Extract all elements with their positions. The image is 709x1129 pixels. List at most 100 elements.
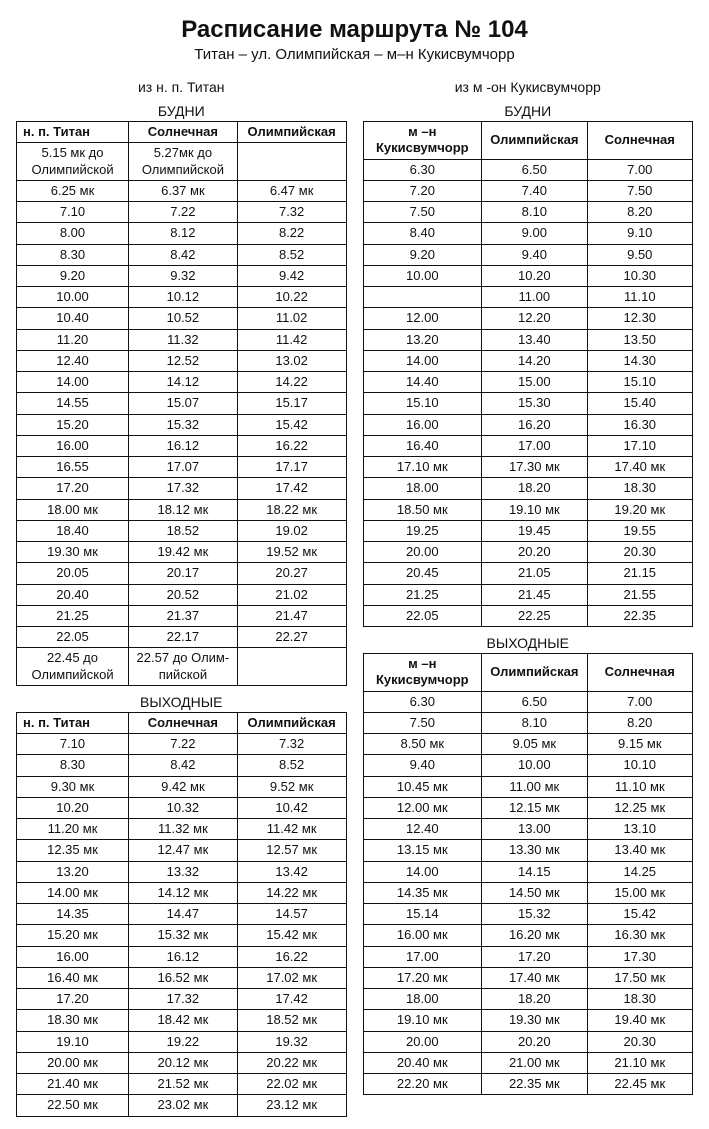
cell: 14.35: [17, 904, 129, 925]
cell: 14.22: [237, 372, 346, 393]
cell: 10.00: [482, 755, 587, 776]
cell: 17.32: [129, 989, 238, 1010]
cell: 15.32: [129, 414, 238, 435]
cell: 16.22: [237, 435, 346, 456]
cell: 13.32: [129, 861, 238, 882]
table-row: 18.0018.2018.30: [363, 989, 693, 1010]
cell: 16.55: [17, 457, 129, 478]
cell: 21.25: [363, 584, 482, 605]
table-row: 22.45 до Олимпийской22.57 до Олим-пийско…: [17, 648, 347, 686]
cell: 14.55: [17, 393, 129, 414]
cell: 22.45 до Олимпийской: [17, 648, 129, 686]
table-row: 16.0016.2016.30: [363, 414, 693, 435]
cell: 11.20 мк: [17, 819, 129, 840]
table-row: 10.0010.2010.30: [363, 265, 693, 286]
cell: 17.10: [587, 435, 692, 456]
cell: 11.42 мк: [237, 819, 346, 840]
table-row: 14.5515.0715.17: [17, 393, 347, 414]
cell: 20.12 мк: [129, 1052, 238, 1073]
table-row: 22.0522.2522.35: [363, 605, 693, 626]
columns-wrapper: из н. п. Титан БУДНИ н. п. ТитанСолнечна…: [16, 77, 693, 1117]
cell: 11.00: [482, 287, 587, 308]
cell: 21.02: [237, 584, 346, 605]
cell: 16.40: [363, 435, 482, 456]
table-row: 12.00 мк12.15 мк12.25 мк: [363, 797, 693, 818]
table-row: 14.00 мк14.12 мк14.22 мк: [17, 882, 347, 903]
cell: 19.40 мк: [587, 1010, 692, 1031]
right-direction: из м -он Кукисвумчорр: [363, 79, 694, 95]
table-row: 18.30 мк18.42 мк18.52 мк: [17, 1010, 347, 1031]
cell: 5.15 мк до Олимпийской: [17, 143, 129, 181]
table-row: 7.107.227.32: [17, 734, 347, 755]
cell: 14.12: [129, 372, 238, 393]
cell: 19.30 мк: [17, 542, 129, 563]
table-row: 20.0020.2020.30: [363, 542, 693, 563]
cell: 19.30 мк: [482, 1010, 587, 1031]
cell: 13.02: [237, 350, 346, 371]
cell: 18.30: [587, 989, 692, 1010]
cell: 16.20 мк: [482, 925, 587, 946]
cell: 13.00: [482, 819, 587, 840]
cell: 19.45: [482, 520, 587, 541]
cell: 16.12: [129, 946, 238, 967]
table-row: 10.4010.5211.02: [17, 308, 347, 329]
cell: 21.00 мк: [482, 1052, 587, 1073]
cell: 22.05: [17, 627, 129, 648]
right-weekend-table: м –н КукисвумчоррОлимпийскаяСолнечная6.3…: [363, 653, 694, 1095]
table-row: 15.1415.3215.42: [363, 904, 693, 925]
cell: 15.20 мк: [17, 925, 129, 946]
table-row: 14.35 мк14.50 мк15.00 мк: [363, 882, 693, 903]
cell: 12.15 мк: [482, 797, 587, 818]
cell: 23.02 мк: [129, 1095, 238, 1116]
cell: 21.25: [17, 605, 129, 626]
cell: 22.02 мк: [237, 1074, 346, 1095]
cell: 9.00: [482, 223, 587, 244]
cell: 15.07: [129, 393, 238, 414]
table-row: 16.0016.1216.22: [17, 435, 347, 456]
cell: 18.30: [587, 478, 692, 499]
cell: 6.25 мк: [17, 180, 129, 201]
cell: 9.50: [587, 244, 692, 265]
table-row: 20.4020.5221.02: [17, 584, 347, 605]
cell: 17.02 мк: [237, 967, 346, 988]
table-row: 9.30 мк9.42 мк9.52 мк: [17, 776, 347, 797]
cell: 17.40 мк: [482, 967, 587, 988]
cell: 22.05: [363, 605, 482, 626]
cell: [237, 143, 346, 181]
cell: 14.25: [587, 861, 692, 882]
cell: 19.42 мк: [129, 542, 238, 563]
cell: 11.10 мк: [587, 776, 692, 797]
cell: 9.40: [482, 244, 587, 265]
table-row: 18.00 мк18.12 мк18.22 мк: [17, 499, 347, 520]
table-row: 17.2017.3217.42: [17, 989, 347, 1010]
cell: 12.35 мк: [17, 840, 129, 861]
cell: 19.02: [237, 520, 346, 541]
cell: 17.07: [129, 457, 238, 478]
cell: 12.52: [129, 350, 238, 371]
table-row: 12.4012.5213.02: [17, 350, 347, 371]
cell: 15.10: [363, 393, 482, 414]
cell: 16.30 мк: [587, 925, 692, 946]
cell: 18.52 мк: [237, 1010, 346, 1031]
cell: 7.50: [363, 202, 482, 223]
left-column: из н. п. Титан БУДНИ н. п. ТитанСолнечна…: [16, 77, 347, 1117]
cell: 15.42 мк: [237, 925, 346, 946]
cell: 10.10: [587, 755, 692, 776]
cell: 7.00: [587, 159, 692, 180]
cell: 11.00 мк: [482, 776, 587, 797]
cell: 15.30: [482, 393, 587, 414]
cell: 8.22: [237, 223, 346, 244]
table-row: 14.4015.0015.10: [363, 372, 693, 393]
table-row: 21.2521.3721.47: [17, 605, 347, 626]
cell: 18.00: [363, 478, 482, 499]
left-weekend-table: н. п. ТитанСолнечнаяОлимпийская7.107.227…: [16, 712, 347, 1117]
table-row: 12.4013.0013.10: [363, 819, 693, 840]
table-row: 7.508.108.20: [363, 712, 693, 733]
table-row: 9.209.409.50: [363, 244, 693, 265]
cell: 20.22 мк: [237, 1052, 346, 1073]
table-row: 22.50 мк23.02 мк23.12 мк: [17, 1095, 347, 1116]
cell: 10.45 мк: [363, 776, 482, 797]
cell: 16.00: [363, 414, 482, 435]
cell: 17.00: [363, 946, 482, 967]
cell: 12.40: [363, 819, 482, 840]
